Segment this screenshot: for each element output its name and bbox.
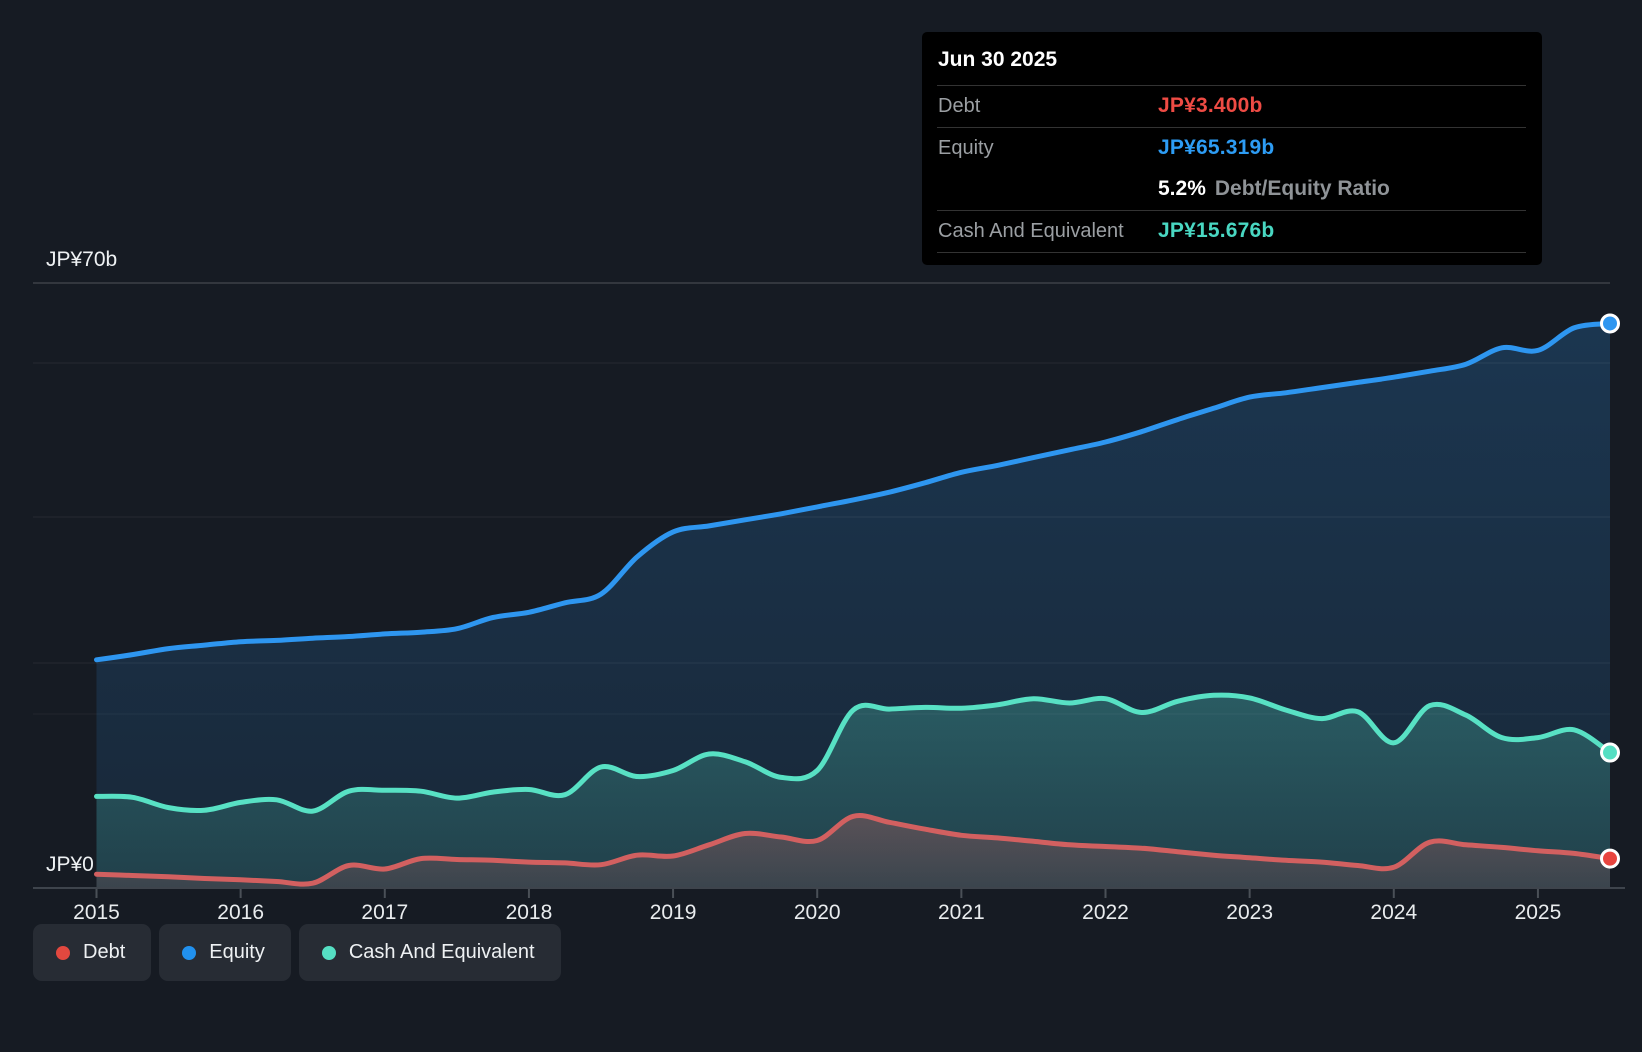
- tooltip-ratio-label: Debt/Equity Ratio: [1214, 177, 1390, 200]
- tooltip-equity-label: Equity: [938, 137, 994, 159]
- tooltip-debt-label: Debt: [938, 95, 981, 117]
- y-axis-zero-label: JP¥0: [46, 853, 94, 876]
- tooltip-equity-row: Equity JP¥65.319b: [937, 127, 1526, 169]
- y-axis-max-label: JP¥70b: [46, 248, 117, 271]
- tooltip-debt-value: JP¥3.400b: [1158, 94, 1263, 117]
- x-tick-label-2025: 2025: [1515, 901, 1562, 924]
- x-tick-label-2021: 2021: [938, 901, 985, 924]
- x-tick-label-2015: 2015: [73, 901, 120, 924]
- x-tick-label-2020: 2020: [794, 901, 841, 924]
- legend-item-equity[interactable]: Equity: [159, 924, 291, 981]
- x-tick-label-2017: 2017: [361, 901, 408, 924]
- tooltip-ratio-row: 5.2% Debt/Equity Ratio: [937, 169, 1526, 210]
- cash-area: [96, 695, 1610, 888]
- debt-legend-dot-icon: [56, 945, 70, 960]
- x-tick-label-2016: 2016: [217, 901, 264, 924]
- x-tick-label-2019: 2019: [650, 901, 697, 924]
- x-tick-label-2023: 2023: [1226, 901, 1273, 924]
- tooltip-equity-value: JP¥65.319b: [1158, 136, 1275, 159]
- legend: Debt Equity Cash And Equivalent: [33, 924, 561, 981]
- legend-equity-label: Equity: [209, 941, 265, 963]
- cash-last-point-dot: [1600, 742, 1620, 763]
- tooltip-debt-row: Debt JP¥3.400b: [937, 85, 1526, 127]
- debt-line: [94, 813, 1613, 887]
- cash-line: [94, 692, 1613, 814]
- legend-item-debt[interactable]: Debt: [33, 924, 152, 981]
- debt-area: [96, 815, 1610, 888]
- tooltip-ratio-value: 5.2%: [1158, 177, 1206, 200]
- x-tick-label-2018: 2018: [506, 901, 553, 924]
- equity-last-point-dot: [1600, 313, 1620, 334]
- x-tick-label-2024: 2024: [1370, 901, 1417, 924]
- equity-legend-dot-icon: [182, 945, 197, 960]
- cash-legend-dot-icon: [321, 945, 336, 960]
- tooltip: Jun 30 2025 Debt JP¥3.400b Equity JP¥65.…: [922, 32, 1542, 265]
- tooltip-cash-value: JP¥15.676b: [1158, 219, 1275, 242]
- tooltip-cash-row: Cash And Equivalent JP¥15.676b: [937, 210, 1526, 253]
- x-tick-label-2022: 2022: [1082, 901, 1129, 924]
- legend-item-cash[interactable]: Cash And Equivalent: [298, 924, 561, 981]
- legend-debt-label: Debt: [83, 941, 126, 963]
- legend-cash-label: Cash And Equivalent: [348, 941, 535, 963]
- tooltip-cash-label: Cash And Equivalent: [938, 220, 1124, 242]
- debt-last-point-dot: [1600, 848, 1620, 869]
- equity-line: [94, 321, 1613, 663]
- tooltip-date: Jun 30 2025: [938, 48, 1058, 71]
